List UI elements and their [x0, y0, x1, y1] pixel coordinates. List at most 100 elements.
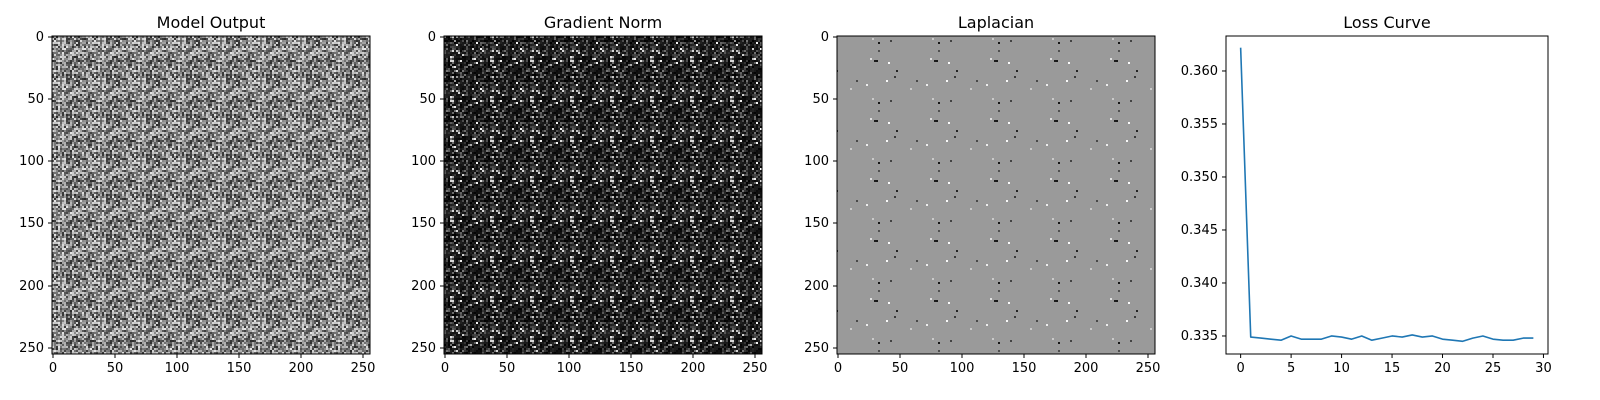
y-tick: 250	[19, 341, 52, 356]
y-ticks-laplacian: 0 50 100 150 200 250	[804, 30, 837, 356]
y-tick-label: 200	[804, 279, 829, 294]
y-tick: 50	[812, 92, 837, 107]
x-tick-label: 50	[892, 361, 909, 376]
y-tick: 0.335	[1181, 329, 1226, 344]
x-tick: 20	[1434, 354, 1451, 376]
x-tick: 0	[1236, 354, 1245, 376]
panel-laplacian: Laplacian 0 50 100 150 200 250 0 50 100 …	[804, 13, 1160, 376]
panel-title-model-output: Model Output	[157, 13, 266, 32]
x-tick: 250	[743, 354, 767, 376]
y-tick: 250	[411, 341, 444, 356]
x-tick-label: 15	[1384, 361, 1401, 376]
y-tick: 250	[804, 341, 837, 356]
y-tick-label: 0.355	[1181, 117, 1218, 132]
y-tick-label: 100	[804, 154, 829, 169]
axes-frame-loss-curve	[1225, 35, 1549, 355]
x-tick: 100	[165, 354, 189, 376]
y-tick-label: 0	[428, 30, 436, 45]
x-tick: 15	[1384, 354, 1401, 376]
x-tick: 100	[950, 354, 975, 376]
heatmap-laplacian	[837, 36, 1155, 354]
y-ticks-loss-curve: 0.335 0.340 0.345 0.350 0.355 0.360	[1181, 64, 1226, 344]
x-tick-label: 250	[1136, 361, 1161, 376]
y-tick: 0.340	[1181, 276, 1226, 291]
x-tick-label: 100	[950, 361, 975, 376]
y-tick: 200	[19, 279, 52, 294]
x-tick: 50	[499, 354, 516, 376]
y-tick: 50	[27, 92, 52, 107]
x-tick-label: 200	[681, 361, 706, 376]
x-tick-label: 0	[441, 361, 449, 376]
y-tick-label: 150	[19, 216, 44, 231]
y-tick-label: 200	[19, 279, 44, 294]
x-tick-label: 0	[49, 361, 57, 376]
x-tick: 5	[1287, 354, 1295, 376]
x-ticks-model-output: 0 50 100 150 200 250	[49, 354, 376, 376]
x-tick-label: 50	[499, 361, 516, 376]
y-tick-label: 0.350	[1181, 170, 1218, 185]
panel-loss-curve: Loss Curve 0 5 10 15 20 25 30 0.3350.3400.3450…	[1181, 13, 1552, 376]
y-tick-label: 0.345	[1181, 223, 1218, 238]
y-ticks-model-output: 0 50 100 150 200 250	[19, 30, 52, 356]
x-tick-label: 50	[107, 361, 124, 376]
x-tick-label: 150	[619, 361, 644, 376]
panel-title-laplacian: Laplacian	[958, 13, 1034, 32]
y-tick: 0	[36, 30, 52, 45]
x-tick: 150	[619, 354, 644, 376]
x-tick: 50	[892, 354, 909, 376]
x-tick: 200	[681, 354, 706, 376]
y-tick: 100	[804, 154, 837, 169]
x-tick-label: 0	[834, 361, 842, 376]
axes-frame-gradient-norm	[443, 35, 763, 355]
x-tick: 50	[107, 354, 124, 376]
x-tick-label: 150	[1012, 361, 1037, 376]
y-tick: 200	[411, 279, 444, 294]
x-tick: 150	[1012, 354, 1037, 376]
y-tick: 0	[428, 30, 444, 45]
y-tick: 100	[19, 154, 52, 169]
y-tick-label: 250	[19, 341, 44, 356]
x-tick: 10	[1333, 354, 1350, 376]
x-tick: 0	[834, 354, 842, 376]
panel-gradient-norm: Gradient Norm 0 50 100 150 200 250 0 50 …	[411, 13, 767, 376]
x-tick: 100	[557, 354, 582, 376]
y-tick-label: 150	[411, 216, 436, 231]
x-tick-label: 200	[289, 361, 314, 376]
x-tick: 0	[441, 354, 449, 376]
y-tick: 150	[411, 216, 444, 231]
panel-title-gradient-norm: Gradient Norm	[544, 13, 662, 32]
x-tick-label: 100	[557, 361, 582, 376]
y-tick-label: 50	[419, 92, 436, 107]
x-tick: 0	[49, 354, 57, 376]
panel-model-output: Model Output 0 50 100 150 200 250 0 50 1…	[19, 13, 375, 376]
x-tick: 150	[227, 354, 252, 376]
y-tick: 0.360	[1181, 64, 1226, 79]
y-tick-label: 200	[411, 279, 436, 294]
x-tick-label: 30	[1535, 361, 1552, 376]
x-tick-label: 150	[227, 361, 252, 376]
y-tick-label: 0.335	[1181, 329, 1218, 344]
x-tick-label: 20	[1434, 361, 1451, 376]
loss-series-line	[1239, 47, 1534, 343]
y-tick: 0	[821, 30, 837, 45]
y-tick-label: 150	[804, 216, 829, 231]
y-tick: 0.355	[1181, 117, 1226, 132]
y-tick-label: 0.340	[1181, 276, 1218, 291]
x-tick-label: 25	[1485, 361, 1502, 376]
y-tick-label: 50	[27, 92, 44, 107]
x-tick: 25	[1485, 354, 1502, 376]
x-tick: 250	[1136, 354, 1161, 376]
y-tick: 100	[411, 154, 444, 169]
x-tick: 200	[1074, 354, 1098, 376]
x-tick-label: 250	[351, 361, 376, 376]
y-tick-label: 100	[411, 154, 436, 169]
y-tick: 150	[19, 216, 52, 231]
x-tick-label: 0	[1236, 361, 1244, 376]
y-ticks-gradient-norm: 0 50 100 150 200 250	[411, 30, 444, 356]
y-tick-label: 250	[411, 341, 436, 356]
x-tick: 250	[351, 354, 376, 376]
heatmap-gradient-norm	[444, 36, 762, 354]
y-tick: 200	[804, 279, 837, 294]
panel-title-loss-curve: Loss Curve	[1343, 13, 1430, 32]
